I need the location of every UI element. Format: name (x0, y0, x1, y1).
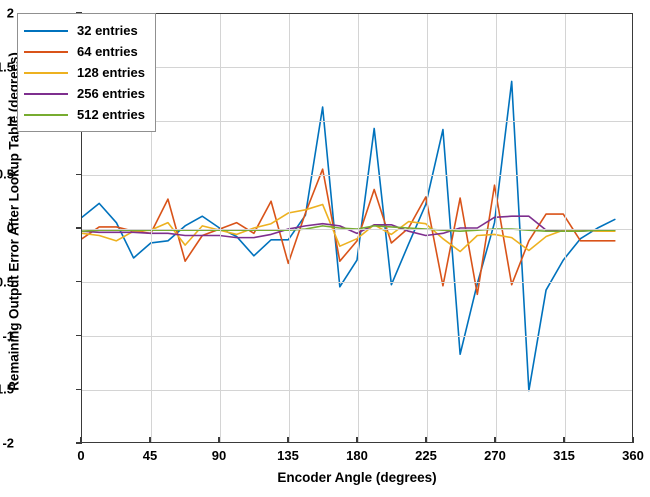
y-axis-tick-label: -0.5 (0, 274, 14, 290)
x-axis-tick-label: 180 (346, 448, 368, 463)
gridline-horizontal (82, 336, 632, 337)
series-line (82, 204, 615, 251)
legend-item[interactable]: 32 entries (24, 20, 145, 41)
y-axis-tick-mark (76, 227, 82, 229)
legend-color-swatch (24, 50, 68, 53)
legend-item-label: 128 entries (77, 65, 145, 80)
gridline-vertical (357, 14, 359, 442)
gridline-vertical (288, 14, 290, 442)
gridline-horizontal (82, 174, 632, 176)
series-line (82, 81, 615, 390)
series-line (82, 216, 615, 237)
x-axis-tick-label: 0 (77, 448, 85, 463)
legend-color-swatch (24, 71, 68, 74)
x-axis-tick-mark (149, 437, 151, 443)
y-axis-tick-label: -1.5 (0, 381, 14, 397)
x-axis-title: Encoder Angle (degrees) (277, 470, 437, 485)
legend-item-label: 32 entries (77, 23, 138, 38)
gridline-horizontal (82, 121, 632, 122)
gridline-horizontal (82, 228, 632, 230)
y-axis-tick-label: 0 (6, 220, 14, 236)
gridline-horizontal (82, 282, 632, 284)
x-axis-tick-mark (356, 437, 358, 443)
y-axis-tick-mark (76, 388, 82, 390)
gridline-horizontal (82, 67, 632, 69)
y-axis-tick-label: -2 (2, 435, 14, 451)
x-axis-tick-label: 360 (622, 448, 644, 463)
x-axis-tick-label: 135 (277, 448, 299, 463)
series-line (82, 169, 615, 294)
gridline-vertical (150, 14, 152, 442)
legend-item[interactable]: 256 entries (24, 83, 145, 104)
x-axis-tick-label: 315 (553, 448, 575, 463)
x-axis-tick-mark (287, 437, 289, 443)
x-axis-tick-label: 225 (415, 448, 437, 463)
y-axis-tick-label: 1.5 (0, 59, 14, 75)
y-axis-tick-mark (76, 442, 82, 444)
y-axis-tick-label: 2 (6, 5, 14, 21)
x-axis-tick-mark (80, 437, 82, 443)
legend-color-swatch (24, 92, 68, 95)
legend-item[interactable]: 512 entries (24, 104, 145, 125)
legend-item-label: 512 entries (77, 107, 145, 122)
gridline-horizontal (82, 389, 632, 391)
legend-item[interactable]: 64 entries (24, 41, 145, 62)
y-axis-tick-label: 1 (6, 113, 14, 128)
x-axis-tick-mark (494, 437, 496, 443)
y-axis-tick-mark (76, 334, 82, 337)
legend-color-swatch (24, 113, 68, 116)
x-axis-tick-mark (563, 437, 565, 443)
plot-area (81, 13, 633, 443)
x-axis-tick-label: 45 (142, 448, 158, 463)
chart-legend[interactable]: 32 entries 64 entries 128 entries 256 entri… (17, 13, 156, 132)
x-axis-tick-label: 90 (211, 448, 227, 463)
y-axis-tick-label: -1 (2, 328, 14, 343)
legend-color-swatch (24, 29, 68, 32)
gridline-vertical (495, 14, 497, 442)
gridline-vertical (426, 14, 428, 442)
y-axis-tick-label: 0.5 (0, 166, 14, 182)
x-axis-tick-mark (218, 437, 220, 443)
y-axis-tick-mark (76, 173, 82, 175)
y-axis-tick-mark (76, 281, 82, 283)
x-axis-tick-mark (425, 437, 427, 443)
gridline-vertical (219, 14, 221, 442)
legend-item-label: 256 entries (77, 86, 145, 101)
legend-item[interactable]: 128 entries (24, 62, 145, 83)
gridline-vertical (564, 14, 566, 442)
x-axis-tick-label: 270 (484, 448, 506, 463)
y-axis-tick-mark (76, 12, 82, 14)
x-axis-tick-mark (632, 437, 634, 443)
legend-item-label: 64 entries (77, 44, 138, 59)
